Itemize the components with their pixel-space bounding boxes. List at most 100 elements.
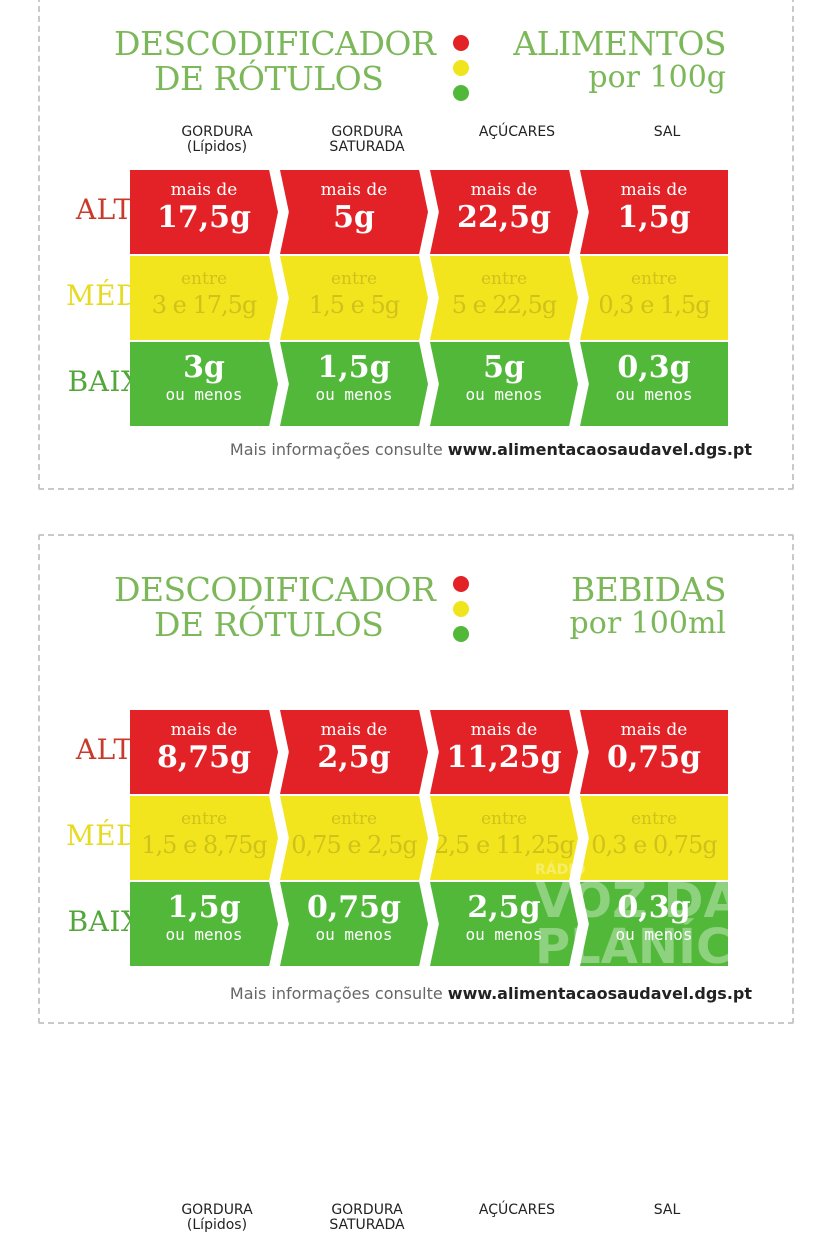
medio-cell: entre 3 e 17,5g bbox=[130, 256, 278, 340]
footer-info: Mais informações consulte www.alimentaca… bbox=[230, 440, 752, 459]
baixo-cell: 5g ou menos bbox=[430, 342, 578, 426]
threshold-value: 5g bbox=[333, 200, 375, 235]
baixo-cell: 0,3g ou menos bbox=[580, 882, 728, 966]
threshold-range: 0,3 e 0,75g bbox=[591, 831, 717, 859]
threshold-value: 1,5g bbox=[167, 890, 241, 925]
column-header: SAL bbox=[653, 1202, 681, 1218]
footer-info: Mais informações consulte www.alimentaca… bbox=[230, 984, 752, 1003]
title-line-1: DESCODIFICADOR bbox=[114, 24, 436, 63]
threshold-value: 0,3g bbox=[617, 890, 691, 925]
threshold-range: 1,5 e 8,75g bbox=[141, 831, 267, 859]
threshold-prefix: entre bbox=[180, 809, 228, 829]
medio-cell: entre 5 e 22,5g bbox=[430, 256, 578, 340]
column-header: GORDURA (Lípidos) bbox=[181, 1202, 253, 1233]
alto-cell: mais de 2,5g bbox=[280, 710, 428, 794]
threshold-range: 2,5 e 11,25g bbox=[434, 831, 575, 859]
footer-link[interactable]: www.alimentacaosaudavel.dgs.pt bbox=[447, 440, 752, 459]
threshold-range: 1,5 e 5g bbox=[308, 291, 400, 319]
threshold-value: 8,75g bbox=[156, 740, 252, 775]
threshold-prefix: mais de bbox=[170, 720, 238, 740]
threshold-value: 11,25g bbox=[446, 740, 562, 775]
green-dot-icon bbox=[453, 85, 469, 101]
threshold-value: 5g bbox=[483, 350, 525, 385]
medio-cell: entre 0,3 e 0,75g bbox=[580, 796, 728, 880]
column-header: SAL bbox=[653, 124, 681, 140]
threshold-value: 1,5g bbox=[617, 200, 691, 235]
threshold-prefix: entre bbox=[630, 809, 678, 829]
threshold-prefix: entre bbox=[480, 809, 528, 829]
green-dot-icon bbox=[453, 626, 469, 642]
category-name: ALIMENTOS bbox=[513, 24, 726, 63]
threshold-suffix: ou menos bbox=[615, 925, 693, 944]
medio-cell: entre 0,3 e 1,5g bbox=[580, 256, 728, 340]
title-line-2: DE RÓTULOS bbox=[154, 605, 384, 644]
threshold-prefix: mais de bbox=[620, 180, 688, 200]
category-unit: por 100ml bbox=[569, 606, 726, 641]
alto-cell: mais de 22,5g bbox=[430, 170, 578, 254]
threshold-prefix: mais de bbox=[470, 180, 538, 200]
threshold-suffix: ou menos bbox=[165, 925, 243, 944]
threshold-value: 2,5g bbox=[317, 740, 391, 775]
column-header: GORDURA SATURADA bbox=[329, 124, 405, 155]
threshold-suffix: ou menos bbox=[615, 385, 693, 404]
baixo-cell: 1,5g ou menos bbox=[130, 882, 278, 966]
threshold-prefix: mais de bbox=[470, 720, 538, 740]
threshold-prefix: mais de bbox=[170, 180, 238, 200]
threshold-value: 22,5g bbox=[456, 200, 552, 235]
alto-cell: mais de 8,75g bbox=[130, 710, 278, 794]
baixo-cell: 0,75g ou menos bbox=[280, 882, 428, 966]
yellow-dot-icon bbox=[453, 601, 469, 617]
alto-cell: mais de 0,75g bbox=[580, 710, 728, 794]
threshold-value: 1,5g bbox=[317, 350, 391, 385]
red-dot-icon bbox=[453, 576, 469, 592]
medio-cell: entre 1,5 e 5g bbox=[280, 256, 428, 340]
threshold-value: 3g bbox=[183, 350, 225, 385]
threshold-range: 3 e 17,5g bbox=[151, 291, 258, 319]
alto-cell: mais de 1,5g bbox=[580, 170, 728, 254]
footer-text: Mais informações consulte bbox=[229, 984, 443, 1003]
threshold-prefix: entre bbox=[630, 269, 678, 289]
food-label-card: DESCODIFICADOR DE RÓTULOS ALIMENTOS por 100… bbox=[38, 0, 794, 490]
threshold-value: 0,75g bbox=[306, 890, 402, 925]
threshold-suffix: ou menos bbox=[465, 925, 543, 944]
threshold-suffix: ou menos bbox=[465, 385, 543, 404]
threshold-suffix: ou menos bbox=[165, 385, 243, 404]
threshold-value: 2,5g bbox=[467, 890, 541, 925]
threshold-value: 0,75g bbox=[606, 740, 702, 775]
footer-link[interactable]: www.alimentacaosaudavel.dgs.pt bbox=[447, 984, 752, 1003]
alto-cell: mais de 17,5g bbox=[130, 170, 278, 254]
column-header: AÇÚCARES bbox=[478, 1202, 556, 1218]
traffic-light-icon bbox=[453, 35, 471, 110]
drinks-label-card: DESCODIFICADOR DE RÓTULOS BEBIDAS por 100ml… bbox=[38, 534, 794, 1233]
category-title: BEBIDAS por 100ml bbox=[569, 572, 727, 641]
threshold-range: 0,75 e 2,5g bbox=[291, 831, 417, 859]
title-line-1: DESCODIFICADOR bbox=[114, 570, 436, 609]
threshold-prefix: entre bbox=[480, 269, 528, 289]
threshold-prefix: mais de bbox=[320, 180, 388, 200]
title-line-2: DE RÓTULOS bbox=[154, 59, 384, 98]
threshold-prefix: entre bbox=[180, 269, 228, 289]
column-header: AÇÚCARES bbox=[478, 124, 556, 140]
threshold-prefix: mais de bbox=[620, 720, 688, 740]
threshold-range: 5 e 22,5g bbox=[451, 291, 558, 319]
threshold-prefix: entre bbox=[330, 809, 378, 829]
baixo-cell: 2,5g ou menos bbox=[430, 882, 578, 966]
yellow-dot-icon bbox=[453, 60, 469, 76]
category-title: ALIMENTOS por 100g bbox=[513, 26, 726, 95]
threshold-suffix: ou menos bbox=[315, 925, 393, 944]
medio-cell: entre 0,75 e 2,5g bbox=[280, 796, 428, 880]
baixo-cell: 1,5g ou menos bbox=[280, 342, 428, 426]
column-header: GORDURA SATURADA bbox=[329, 1202, 405, 1233]
threshold-value: 0,3g bbox=[617, 350, 691, 385]
label-decoder-title: DESCODIFICADOR DE RÓTULOS bbox=[114, 24, 436, 98]
baixo-cell: 3g ou menos bbox=[130, 342, 278, 426]
column-header: GORDURA (Lípidos) bbox=[181, 124, 253, 155]
red-dot-icon bbox=[453, 35, 469, 51]
footer-text: Mais informações consulte bbox=[229, 440, 443, 459]
threshold-range: 0,3 e 1,5g bbox=[598, 291, 710, 319]
traffic-light-icon bbox=[453, 576, 471, 651]
medio-cell: entre 1,5 e 8,75g bbox=[130, 796, 278, 880]
threshold-suffix: ou menos bbox=[315, 385, 393, 404]
baixo-cell: 0,3g ou menos bbox=[580, 342, 728, 426]
category-unit: por 100g bbox=[588, 60, 726, 95]
